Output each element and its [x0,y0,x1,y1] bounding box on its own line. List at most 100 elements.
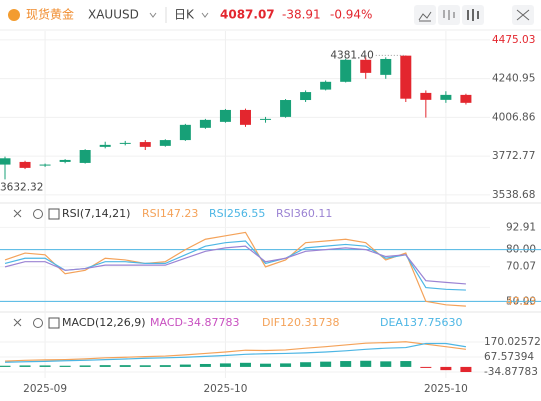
settings-icon[interactable] [33,209,43,219]
macd-bar [0,365,11,367]
macd-line [4,342,467,363]
macd-bar [420,366,432,368]
candle-body [320,81,332,90]
legend-name: MACD [150,316,183,329]
change: -38.91 [282,8,321,22]
candle-body [159,140,171,146]
candle-body [199,119,211,128]
macd-bar [260,363,272,367]
macd-bar [199,363,211,367]
symbol-code[interactable]: XAUUSD [88,8,139,22]
dropdown-arrow [149,12,157,18]
legend-entry: RSI360.11 [276,207,332,220]
rsi-line [4,245,466,285]
legend-name: RSI3 [276,207,301,220]
legend-value: 47.23 [167,207,199,220]
macd-bar [320,361,332,367]
candle-body [360,59,372,73]
candle-body [440,94,452,100]
legend-entry: RSI256.55 [209,207,265,220]
macd-bar [460,366,472,373]
legend-entry: MACD-34.87783 [150,316,239,329]
y-tick-label: 4475.03 [492,34,535,46]
y-tick-label: 4006.86 [492,111,536,123]
candle-body [239,109,251,125]
indicator-title: RSI(7,14,21) [62,207,130,220]
legend-value: -34.87783 [183,316,239,329]
macd-bar [79,365,91,367]
macd-bar [340,361,352,367]
macd-bar [219,363,231,367]
rsi-line [4,231,466,307]
y-tick-label: 92.91 [506,221,536,233]
close-icon[interactable] [13,318,22,327]
legend-entry: DEA137.75630 [380,316,462,329]
macd-bar [440,366,452,371]
candle-body [0,158,11,165]
icon [516,9,530,21]
candle-body [59,159,71,162]
macd-bar [360,360,372,367]
x-tick-label: 2025-10 [204,383,248,395]
change-percent: -0.94% [330,8,372,22]
candle-body [340,59,352,82]
macd-bar [400,361,412,367]
y-tick-label: 170.02572 [484,336,541,348]
candle-body [420,92,432,100]
checkbox[interactable] [48,208,60,220]
legend-value: 60.11 [301,207,333,220]
macd-bar [159,365,171,367]
candle-body [119,142,131,144]
macd-bar [39,365,51,367]
settings-icon[interactable] [33,318,43,328]
legend-value: 56.55 [234,207,266,220]
macd-bar [300,362,312,367]
candle-body [39,164,51,166]
annotation: 3632.32 [0,181,43,193]
macd-controls [13,318,43,328]
macd-bar [380,361,392,367]
symbol-name[interactable]: 现货黄金 [26,7,74,22]
checkbox[interactable] [48,317,60,329]
candle-body [300,92,312,101]
y-tick-label: 70.07 [506,261,536,273]
y-tick-label: 3772.77 [492,150,535,162]
toolbar [414,5,534,25]
price: 4087.07 [220,8,275,22]
icon [467,9,479,21]
legend-entry: RSI147.23 [142,207,198,220]
icon [418,11,432,22]
y-tick-label: 3538.68 [492,189,535,201]
legend-name: DIF [262,316,280,329]
legend-name: RSI1 [142,207,167,220]
period[interactable]: 日K [174,8,195,22]
macd-bar [239,362,251,367]
candle-body [400,55,412,99]
candle-body [260,118,272,120]
candle-body [460,94,472,103]
candle-body [79,150,91,163]
annotation: 4381.40 [330,49,373,61]
candle-body [179,124,191,141]
macd-bar [139,365,151,367]
close-icon[interactable] [13,209,22,218]
y-tick-label: 4240.95 [492,73,535,85]
macd-bar [119,365,131,367]
indicator-button[interactable] [414,5,436,25]
legend-name: DEA [380,316,403,329]
legend-value: 137.75630 [403,316,463,329]
candle-body [380,58,392,75]
macd-bar [59,365,71,367]
last-value-tag: 47.23 [506,296,536,308]
gold-icon [8,9,20,21]
macd-bar [179,364,191,367]
legend-entry: DIF120.31738 [262,316,340,329]
x-tick-label: 2025-10 [424,383,468,395]
y-tick-label: 67.57394 [484,351,534,363]
y-tick-label: -34.87783 [484,366,538,378]
candle-body [219,109,231,122]
candle-body [99,144,111,147]
legend-value: 120.31738 [280,316,340,329]
